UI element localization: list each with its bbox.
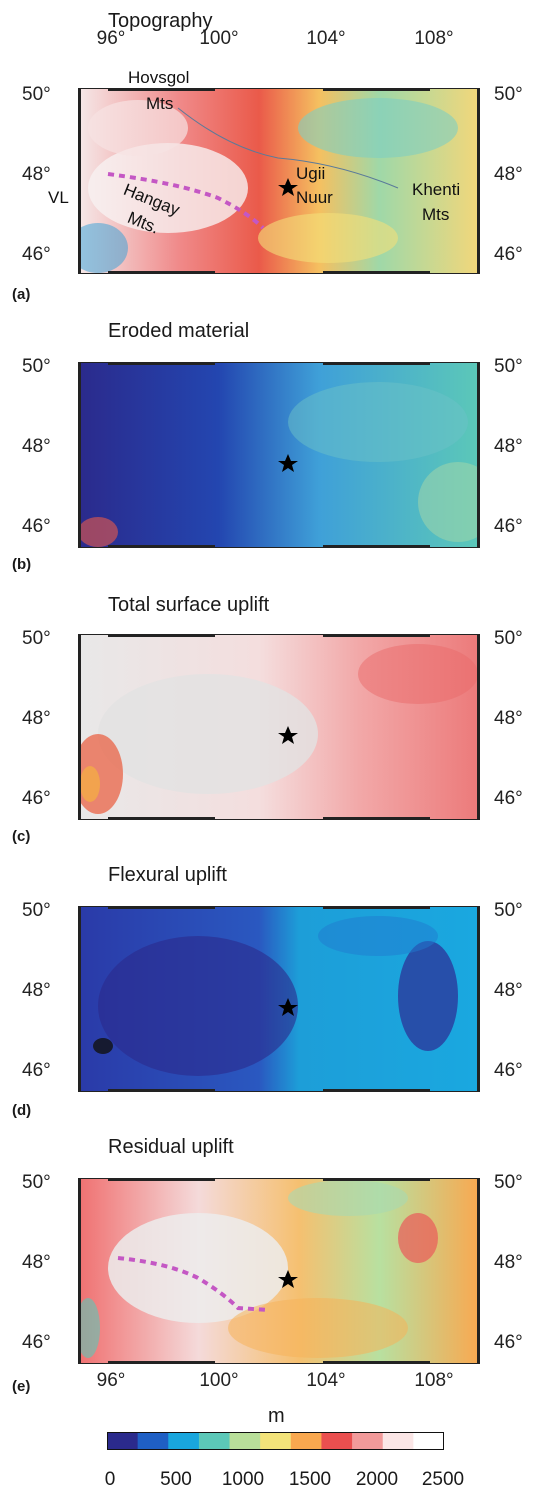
lon-tick-96-top: 96°: [97, 28, 126, 50]
lat-tick-46-c-right: 46°: [494, 788, 523, 810]
lat-tick-50-a-right: 50°: [494, 84, 523, 106]
lat-tick-46-b-right: 46°: [494, 516, 523, 538]
lat-tick-48-c-left: 48°: [22, 708, 51, 730]
colorbar-tick-0: 0: [105, 1469, 116, 1491]
annot-khenti: Khenti: [412, 180, 460, 200]
lat-tick-48-d-right: 48°: [494, 980, 523, 1002]
colorbar-segment: [413, 1432, 444, 1450]
lat-tick-46-d-left: 46°: [22, 1060, 51, 1082]
lat-tick-50-a-left: 50°: [22, 84, 51, 106]
panel-title-d: Flexural uplift: [108, 864, 227, 887]
colorbar-segment: [199, 1432, 230, 1450]
colorbar-segment: [291, 1432, 322, 1450]
lat-tick-48-b-left: 48°: [22, 436, 51, 458]
annot-mts-khenti: Mts: [422, 205, 449, 225]
lat-tick-50-d-left: 50°: [22, 900, 51, 922]
panel-label-d: (d): [12, 1102, 31, 1119]
colorbar-tick-1500: 1500: [289, 1469, 331, 1491]
lat-tick-48-e-right: 48°: [494, 1252, 523, 1274]
colorbar-segment: [383, 1432, 414, 1450]
lat-tick-50-c-right: 50°: [494, 628, 523, 650]
colorbar-tick-2500: 2500: [422, 1469, 464, 1491]
colorbar: [107, 1432, 444, 1450]
lat-tick-50-c-left: 50°: [22, 628, 51, 650]
lat-tick-48-b-right: 48°: [494, 436, 523, 458]
lat-tick-48-a-left: 48°: [22, 164, 51, 186]
annot-vl: VL: [48, 188, 69, 208]
colorbar-segment: [168, 1432, 199, 1450]
lat-tick-50-e-left: 50°: [22, 1172, 51, 1194]
panel-label-c: (c): [12, 828, 30, 845]
colorbar-tick-2000: 2000: [356, 1469, 398, 1491]
colorbar-tick-500: 500: [160, 1469, 192, 1491]
colorbar-segment: [260, 1432, 291, 1450]
lon-tick-104-top: 104°: [306, 28, 345, 50]
lat-tick-50-b-right: 50°: [494, 356, 523, 378]
colorbar-segment: [321, 1432, 352, 1450]
annot-ugii: Ugii: [296, 164, 325, 184]
panel-title-e: Residual uplift: [108, 1136, 234, 1159]
colorbar-segment: [352, 1432, 383, 1450]
lon-tick-100-top: 100°: [199, 28, 238, 50]
map-eroded-material: [78, 362, 480, 548]
lat-tick-46-a-right: 46°: [494, 244, 523, 266]
lon-tick-108-bottom: 108°: [414, 1370, 453, 1392]
lon-tick-104-bottom: 104°: [306, 1370, 345, 1392]
lat-tick-46-a-left: 46°: [22, 244, 51, 266]
lat-tick-48-d-left: 48°: [22, 980, 51, 1002]
lat-tick-46-c-left: 46°: [22, 788, 51, 810]
lat-tick-46-b-left: 46°: [22, 516, 51, 538]
lon-tick-100-bottom: 100°: [199, 1370, 238, 1392]
panel-title-b: Eroded material: [108, 320, 249, 343]
colorbar-tick-1000: 1000: [222, 1469, 264, 1491]
lat-tick-48-c-right: 48°: [494, 708, 523, 730]
lat-tick-50-d-right: 50°: [494, 900, 523, 922]
annot-mts-hovsgol: Mts: [146, 94, 173, 114]
colorbar-unit: m: [268, 1405, 285, 1428]
panel-title-c: Total surface uplift: [108, 594, 269, 617]
lat-tick-46-e-left: 46°: [22, 1332, 51, 1354]
lat-tick-50-e-right: 50°: [494, 1172, 523, 1194]
lat-tick-48-a-right: 48°: [494, 164, 523, 186]
lat-tick-50-b-left: 50°: [22, 356, 51, 378]
map-flexural-uplift: [78, 906, 480, 1092]
colorbar-segment: [230, 1432, 261, 1450]
map-residual-uplift: [78, 1178, 480, 1364]
colorbar-segment: [138, 1432, 169, 1450]
panel-label-b: (b): [12, 556, 31, 573]
lat-tick-48-e-left: 48°: [22, 1252, 51, 1274]
map-total-surface-uplift: [78, 634, 480, 820]
annot-hovsgol: Hovsgol: [128, 68, 189, 88]
colorbar-segment: [107, 1432, 138, 1450]
lon-tick-96-bottom: 96°: [97, 1370, 126, 1392]
annot-nuur: Nuur: [296, 188, 333, 208]
lat-tick-46-d-right: 46°: [494, 1060, 523, 1082]
panel-label-e: (e): [12, 1378, 30, 1395]
panel-label-a: (a): [12, 286, 30, 303]
lat-tick-46-e-right: 46°: [494, 1332, 523, 1354]
lon-tick-108-top: 108°: [414, 28, 453, 50]
